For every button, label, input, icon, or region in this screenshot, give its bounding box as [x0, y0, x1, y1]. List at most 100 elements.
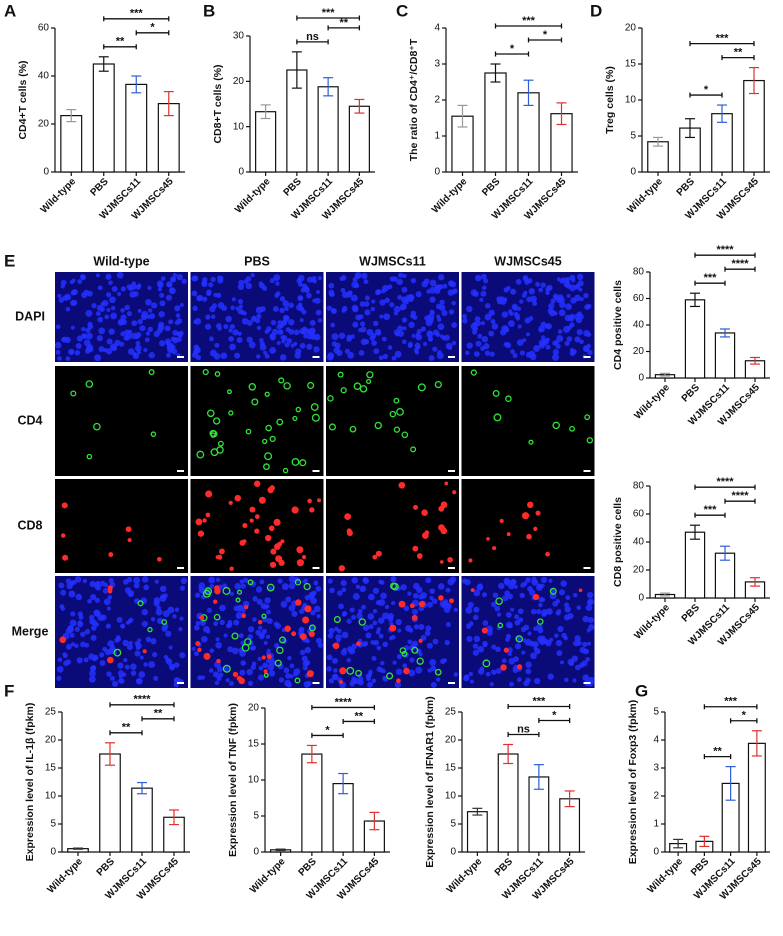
nucleus: [69, 632, 75, 638]
nucleus: [555, 343, 561, 350]
nucleus: [423, 278, 430, 285]
bar: [484, 72, 507, 173]
cd4-cell: [470, 369, 477, 376]
nucleus: [274, 293, 279, 298]
cd8-cell: [470, 588, 475, 592]
nucleus: [280, 335, 285, 340]
cd4-cell: [86, 453, 93, 460]
nucleus: [357, 608, 363, 614]
nucleus: [573, 593, 578, 598]
cd4-cell: [434, 668, 442, 676]
nucleus: [426, 642, 433, 649]
nucleus: [64, 293, 72, 301]
nucleus: [576, 273, 584, 281]
nucleus: [372, 320, 379, 327]
cd8-cell: [263, 669, 268, 674]
nucleus: [534, 648, 541, 655]
cd4-cell: [294, 578, 302, 586]
nucleus: [380, 660, 385, 666]
cd8-cell: [291, 506, 299, 514]
cd8-cell: [244, 605, 249, 610]
nucleus: [540, 321, 547, 328]
error-bar: [749, 66, 759, 95]
cells: [56, 576, 188, 688]
nucleus: [473, 589, 481, 597]
error-bar: [556, 102, 567, 126]
cd4-cell: [251, 398, 259, 406]
nucleus: [587, 641, 592, 646]
cd4-cell: [85, 380, 94, 388]
cd4-cell: [401, 650, 408, 657]
cd8-cell: [533, 526, 538, 532]
nucleus: [350, 334, 355, 339]
nucleus: [469, 679, 474, 684]
nucleus: [316, 290, 321, 295]
nucleus: [249, 580, 256, 587]
nucleus: [566, 336, 573, 342]
cd8-cell: [439, 560, 444, 564]
nucleus: [276, 340, 281, 345]
nucleus: [134, 650, 141, 657]
nucleus: [390, 576, 397, 583]
nucleus: [559, 279, 565, 284]
nucleus: [156, 280, 164, 288]
row-label: CD4: [17, 413, 42, 427]
nucleus: [588, 624, 595, 631]
cd8-cell: [254, 514, 260, 520]
cd4-cell: [552, 421, 560, 430]
cd4-cell: [528, 439, 534, 445]
nucleus: [466, 635, 473, 643]
column-header: PBS: [244, 254, 270, 268]
cd8-cell: [214, 585, 220, 591]
sig-label: ***: [704, 504, 718, 516]
nucleus: [74, 576, 82, 583]
cd8-cell: [202, 518, 207, 523]
nucleus: [315, 637, 322, 644]
nucleus: [505, 637, 510, 642]
nucleus: [145, 636, 152, 643]
nucleus: [491, 601, 497, 608]
cd8-cell: [449, 598, 454, 604]
y-tick-label: 20: [45, 735, 57, 746]
y-tick-label: 15: [625, 59, 637, 70]
nucleus: [439, 299, 445, 305]
sig-label: **: [116, 36, 125, 48]
nucleus: [57, 293, 62, 298]
cd8-cell: [409, 603, 415, 609]
error-bar: [750, 577, 760, 587]
nucleus: [432, 638, 439, 645]
nucleus: [356, 612, 363, 620]
nucleus: [65, 643, 72, 650]
nucleus: [122, 639, 129, 647]
panel-letter: C: [396, 1, 408, 20]
cd8-cell: [339, 680, 343, 684]
x-tick-label: Wild-type: [646, 856, 686, 896]
nucleus: [306, 333, 313, 340]
error-bar: [690, 524, 700, 540]
nucleus: [326, 666, 332, 672]
nucleus: [222, 583, 227, 588]
cd8-cell: [253, 480, 261, 487]
nucleus: [303, 681, 311, 688]
nucleus: [333, 668, 338, 673]
sig-label: *: [325, 724, 330, 736]
nucleus: [153, 675, 159, 681]
y-tick-label: 15: [45, 763, 57, 774]
cd8-cell: [266, 654, 272, 660]
nucleus: [275, 281, 280, 286]
cells: [70, 369, 157, 460]
nucleus: [276, 324, 282, 330]
cells: [470, 369, 594, 445]
nucleus: [505, 621, 513, 629]
cd8-cell: [346, 530, 353, 537]
nucleus: [546, 284, 553, 291]
nucleus: [62, 652, 67, 657]
nucleus: [575, 317, 583, 324]
nucleus: [123, 657, 128, 663]
scale-bar: [177, 682, 184, 684]
cd8-cell: [229, 566, 234, 571]
nucleus: [445, 602, 452, 610]
nucleus: [192, 305, 198, 311]
bar: [714, 332, 736, 379]
cd4-cell: [276, 418, 284, 426]
